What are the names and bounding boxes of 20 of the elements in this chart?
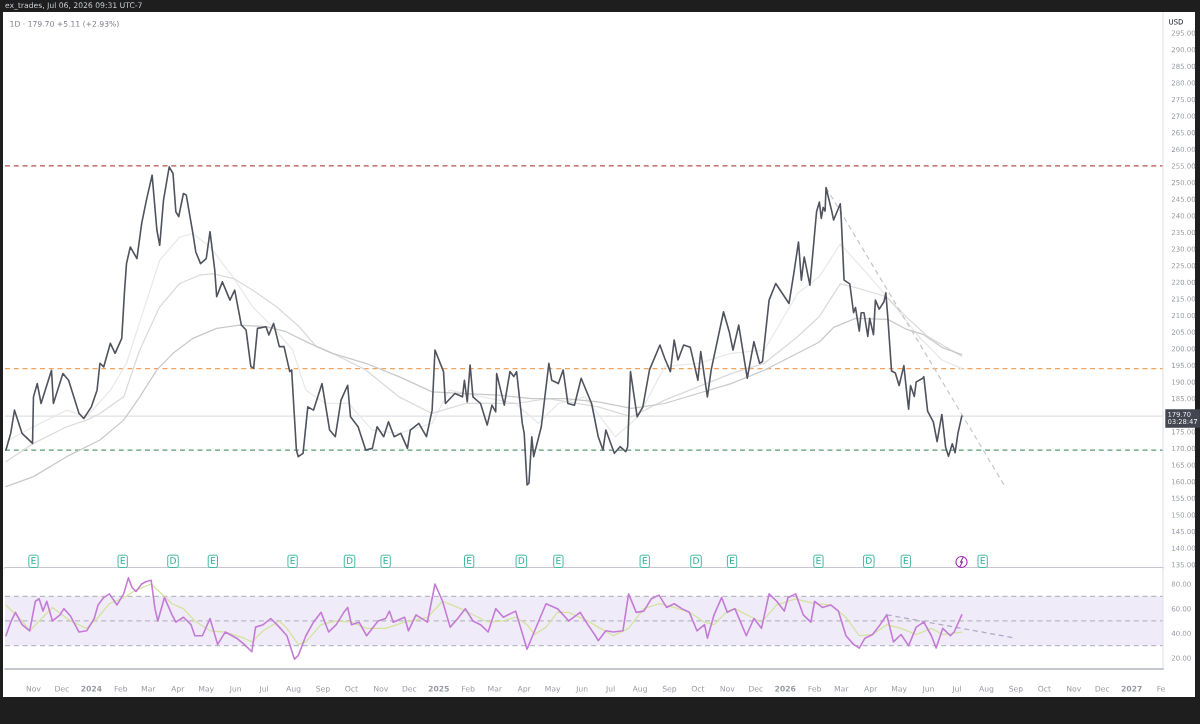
- annotation: D: [866, 557, 872, 564]
- annotation: E: [290, 557, 295, 564]
- annotation: D: [693, 557, 699, 564]
- annotation: E: [467, 557, 472, 564]
- line-series: [5, 583, 963, 645]
- annotation: E: [642, 557, 648, 564]
- annotation: E: [980, 557, 985, 564]
- annotation: E: [120, 557, 125, 564]
- annotation: E: [730, 557, 735, 564]
- annotation: E: [210, 557, 216, 564]
- annotation: E: [383, 557, 388, 564]
- annotation: E: [816, 557, 821, 564]
- line-series: [5, 577, 963, 660]
- line-series: [5, 166, 963, 486]
- annotation: E: [903, 557, 909, 564]
- annotation: E: [31, 557, 36, 564]
- annotation: D: [518, 557, 525, 564]
- annotation: E: [556, 557, 561, 564]
- annotation: D: [346, 557, 353, 564]
- annotation: D: [170, 557, 176, 564]
